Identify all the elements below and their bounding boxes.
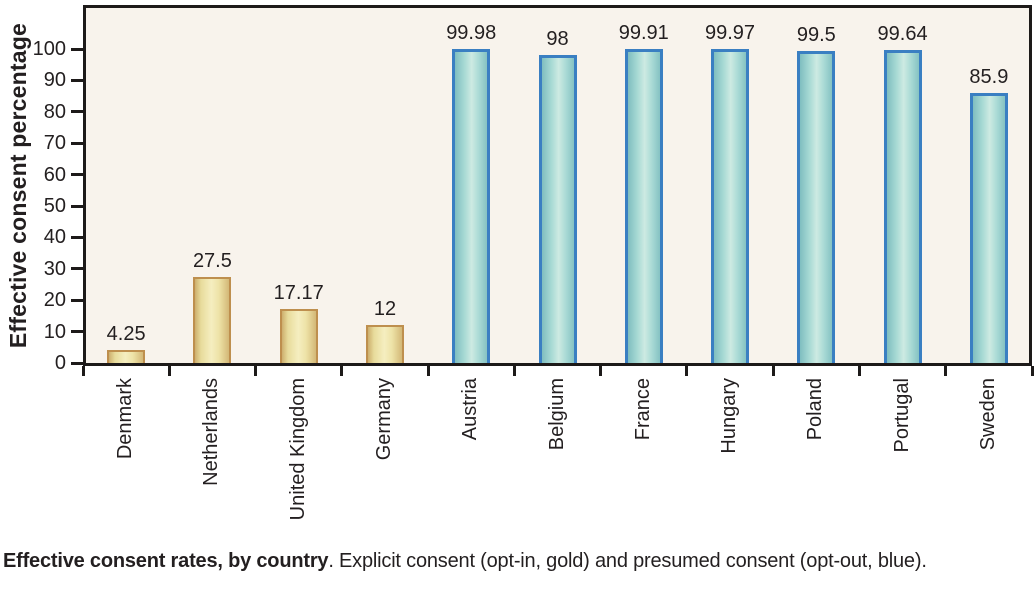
- bar-portugal: [883, 50, 922, 363]
- bar-austria: [452, 49, 491, 363]
- x-category-label-poland: Poland: [804, 378, 827, 441]
- bar-united-kingdom: [279, 309, 318, 363]
- y-tick-label: 0: [54, 352, 66, 374]
- bar-sweden: [969, 93, 1008, 363]
- y-tick-label: 90: [43, 69, 66, 92]
- bar-germany: [365, 325, 404, 363]
- y-tick-label: 30: [43, 257, 66, 280]
- y-tick-label: 20: [43, 289, 66, 312]
- x-tick: [426, 366, 430, 376]
- y-tick: [71, 298, 83, 302]
- y-tick-label: 70: [43, 132, 66, 155]
- bar-value-label-hungary: 99.97: [705, 22, 756, 44]
- bar-value-label-belgium: 98: [546, 28, 569, 50]
- y-tick-label: 60: [43, 163, 66, 186]
- bar-value-label-france: 99.91: [618, 22, 669, 44]
- y-tick: [71, 330, 83, 334]
- x-tick: [685, 366, 689, 376]
- y-tick-label: 10: [43, 320, 66, 343]
- y-tick-label: 80: [43, 100, 66, 123]
- bar-poland: [797, 51, 836, 363]
- y-tick: [71, 204, 83, 208]
- x-category-label-sweden: Sweden: [976, 378, 999, 451]
- x-tick: [857, 366, 861, 376]
- x-category-label-hungary: Hungary: [718, 378, 741, 454]
- bar-value-label-netherlands: 27.5: [192, 250, 232, 272]
- bar-denmark: [107, 350, 146, 363]
- x-tick: [599, 366, 603, 376]
- x-tick: [340, 366, 344, 376]
- x-tick: [771, 366, 775, 376]
- x-tick: [254, 366, 258, 376]
- x-category-label-belgium: Belgium: [545, 378, 568, 451]
- bar-belgium: [538, 55, 577, 363]
- y-tick: [71, 141, 83, 145]
- x-category-label-netherlands: Netherlands: [200, 378, 223, 486]
- x-category-label-france: France: [631, 378, 654, 441]
- x-tick: [944, 366, 948, 376]
- caption-text: . Explicit consent (opt-in, gold) and pr…: [328, 550, 927, 572]
- bar-france: [624, 49, 663, 363]
- y-tick-label: 40: [43, 226, 66, 249]
- y-tick: [71, 78, 83, 82]
- bar-value-label-sweden: 85.9: [969, 66, 1009, 88]
- x-category-label-portugal: Portugal: [890, 378, 913, 453]
- x-tick: [512, 366, 516, 376]
- x-tick: [81, 366, 85, 376]
- y-tick: [71, 267, 83, 271]
- y-tick: [71, 173, 83, 177]
- x-category-label-austria: Austria: [459, 378, 482, 441]
- x-category-label-denmark: Denmark: [114, 378, 137, 460]
- bar-value-label-united-kingdom: 17.17: [273, 282, 324, 304]
- bar-value-label-denmark: 4.25: [106, 323, 146, 345]
- bar-value-label-austria: 99.98: [446, 22, 497, 44]
- bar-value-label-poland: 99.5: [796, 24, 836, 46]
- bar-value-label-germany: 12: [373, 298, 397, 320]
- y-tick: [71, 47, 83, 51]
- y-tick: [71, 361, 83, 365]
- x-category-label-germany: Germany: [372, 378, 395, 461]
- y-tick: [71, 110, 83, 114]
- y-tick-label: 100: [32, 38, 66, 60]
- caption: Effective consent rates, by country. Exp…: [3, 547, 1034, 575]
- x-category-label-united-kingdom: United Kingdom: [286, 378, 309, 521]
- y-tick-label: 50: [43, 195, 66, 217]
- bar-netherlands: [193, 277, 232, 363]
- x-tick: [167, 366, 171, 376]
- caption-title: Effective consent rates, by country: [3, 550, 329, 572]
- bar-hungary: [711, 49, 750, 363]
- y-tick: [71, 235, 83, 239]
- bar-value-label-portugal: 99.64: [877, 23, 928, 45]
- x-tick: [1030, 366, 1034, 376]
